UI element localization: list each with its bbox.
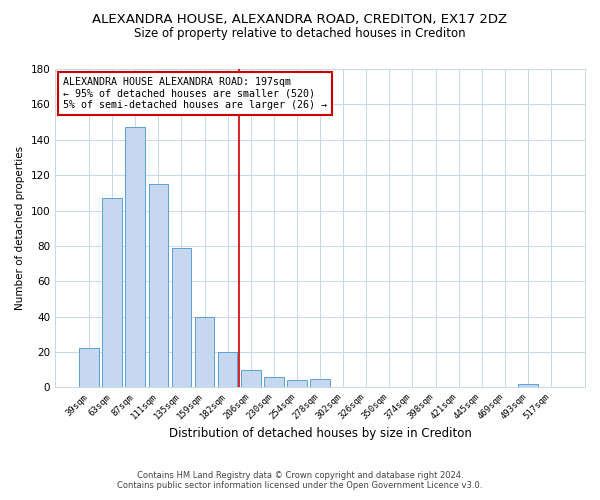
Bar (310, 378, 330, 388)
Bar (149, 184, 168, 388)
Bar (79, 348, 99, 388)
Bar (218, 352, 238, 388)
Bar (264, 377, 284, 388)
X-axis label: Distribution of detached houses by size in Crediton: Distribution of detached houses by size … (169, 427, 472, 440)
Y-axis label: Number of detached properties: Number of detached properties (15, 146, 25, 310)
Bar (103, 198, 122, 388)
Text: ALEXANDRA HOUSE, ALEXANDRA ROAD, CREDITON, EX17 2DZ: ALEXANDRA HOUSE, ALEXANDRA ROAD, CREDITO… (92, 12, 508, 26)
Text: Size of property relative to detached houses in Crediton: Size of property relative to detached ho… (134, 28, 466, 40)
Text: Contains HM Land Registry data © Crown copyright and database right 2024.
Contai: Contains HM Land Registry data © Crown c… (118, 470, 482, 490)
Bar (195, 316, 214, 388)
Bar (172, 248, 191, 388)
Bar (518, 384, 538, 388)
Text: ALEXANDRA HOUSE ALEXANDRA ROAD: 197sqm
← 95% of detached houses are smaller (520: ALEXANDRA HOUSE ALEXANDRA ROAD: 197sqm ←… (63, 77, 327, 110)
Bar (125, 128, 145, 388)
Bar (287, 380, 307, 388)
Bar (241, 370, 260, 388)
